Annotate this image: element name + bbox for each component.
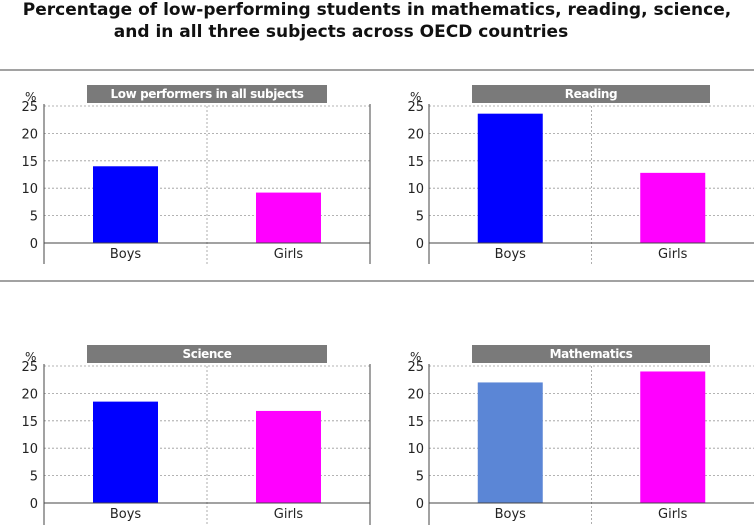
category-label-all-subjects-boys: Boys [110,247,142,262]
chart-panels: Boys Girls 0 5 10 15 20 25% Low performers in al… [21,85,754,525]
panel-header-reading [472,85,710,103]
y-tick-label-mathematics-25: 25 [407,360,424,375]
panel-science: Boys Girls 0 5 10 15 20 25% Science [21,345,371,525]
bar-science-girls [256,410,321,503]
category-label-reading-girls: Girls [658,247,688,262]
chart-title-line-2: and in all three subjects across OECD co… [114,22,568,42]
y-tick-label-all-subjects-15: 15 [21,155,38,170]
y-tick-label-mathematics-0: 0 [416,497,424,512]
y-tick-label-all-subjects-0: 0 [30,237,38,252]
y-tick-label-reading-5: 5 [416,210,424,225]
y-tick-label-science-25: 25 [21,360,38,375]
category-label-science-girls: Girls [274,507,304,522]
y-unit-label-mathematics: % [410,350,421,364]
y-tick-label-mathematics-5: 5 [416,470,424,485]
panel-header-all-subjects [87,85,327,103]
y-tick-label-science-0: 0 [30,497,38,512]
y-tick-label-mathematics-20: 20 [407,387,424,402]
y-tick-label-science-5: 5 [30,470,38,485]
y-tick-label-science-10: 10 [21,442,38,457]
panel-all-subjects: Boys Girls 0 5 10 15 20 25% Low performers in al… [21,85,371,264]
y-tick-label-reading-20: 20 [407,127,424,142]
panel-title-reading: Reading [565,87,618,101]
y-unit-label-reading: % [410,90,421,104]
y-tick-label-science-15: 15 [21,415,38,430]
y-unit-label-all-subjects: % [25,90,36,104]
y-tick-label-science-20: 20 [21,387,38,402]
bar-mathematics-girls [640,371,706,503]
category-label-mathematics-girls: Girls [658,507,688,522]
panel-title-all-subjects: Low performers in all subjects [111,87,304,101]
y-tick-label-reading-25: 25 [407,100,424,115]
panel-mathematics: Boys Girls 0 5 10 15 20 25% Mathematics [407,345,754,525]
category-label-reading-boys: Boys [495,247,527,262]
panel-header-science [87,345,327,363]
bar-reading-girls [640,172,706,243]
panel-title-mathematics: Mathematics [550,347,633,361]
y-tick-label-mathematics-10: 10 [407,442,424,457]
y-unit-label-science: % [25,350,36,364]
bar-all-subjects-girls [256,192,321,243]
category-label-mathematics-boys: Boys [495,507,527,522]
category-label-science-boys: Boys [110,507,142,522]
y-tick-label-reading-15: 15 [407,155,424,170]
panel-header-mathematics [472,345,710,363]
y-tick-label-all-subjects-5: 5 [30,210,38,225]
y-tick-label-all-subjects-20: 20 [21,127,38,142]
bar-mathematics-boys [477,382,543,503]
y-tick-label-all-subjects-10: 10 [21,182,38,197]
chart-title-line-1: Percentage of low-performing students in… [23,0,731,20]
bar-science-boys [93,401,158,503]
bar-reading-boys [477,113,543,243]
panel-reading: Boys Girls 0 5 10 15 20 25% Reading [407,85,754,264]
y-tick-label-mathematics-15: 15 [407,415,424,430]
category-label-all-subjects-girls: Girls [274,247,304,262]
y-tick-label-all-subjects-25: 25 [21,100,38,115]
bar-all-subjects-boys [93,166,158,243]
y-tick-label-reading-0: 0 [416,237,424,252]
panel-title-science: Science [182,347,231,361]
y-tick-label-reading-10: 10 [407,182,424,197]
